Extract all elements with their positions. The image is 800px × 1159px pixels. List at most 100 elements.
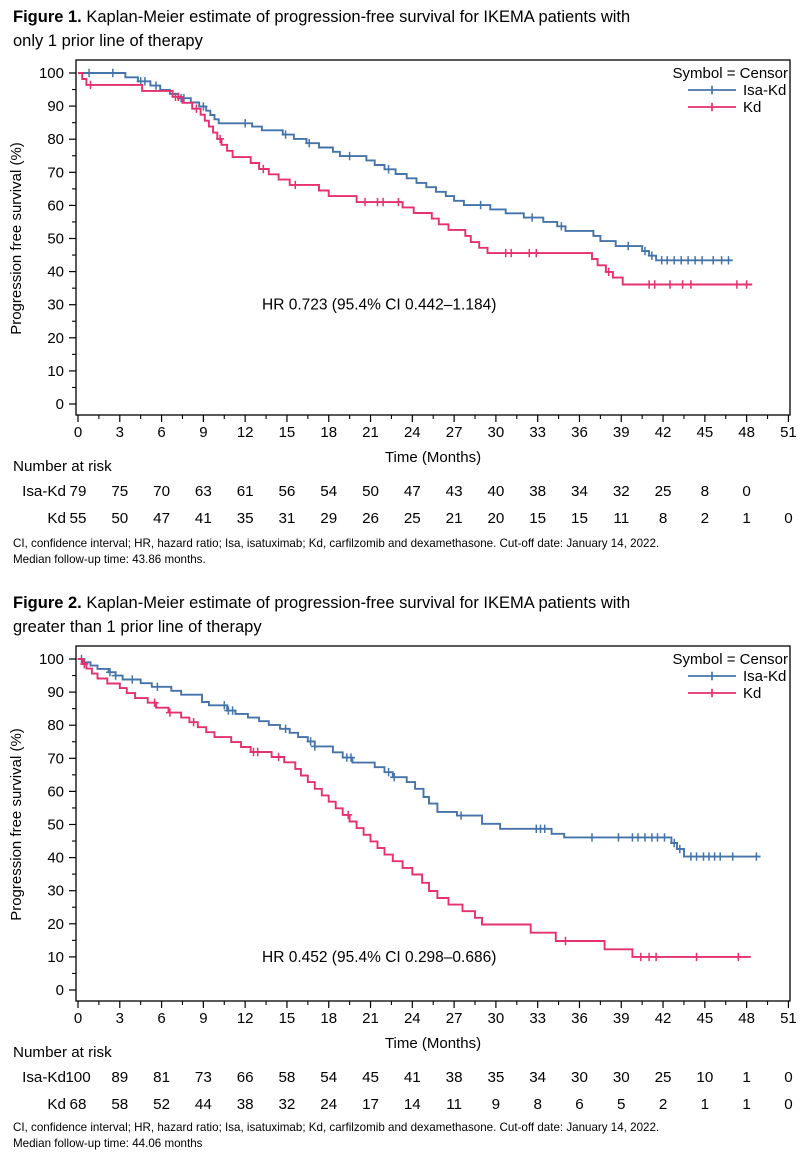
censor-plus-icon — [241, 119, 250, 128]
censor-plus-icon — [140, 77, 149, 86]
risk-value: 2 — [659, 1096, 667, 1113]
censor-plus-icon — [734, 952, 743, 962]
figure-2-title-prefix: Figure 2. — [13, 594, 82, 612]
risk-value: 43 — [446, 483, 463, 500]
risk-value: 47 — [153, 510, 170, 527]
number-at-risk-label: Number at risk — [13, 1044, 112, 1061]
x-tick-label: 42 — [655, 1010, 672, 1027]
censor-plus-icon — [128, 675, 137, 684]
risk-value: 38 — [529, 483, 546, 500]
censor-plus-icon — [153, 682, 162, 691]
y-axis-title: Progression free survival (%) — [8, 728, 25, 921]
figure-1-title: Figure 1. Kaplan-Meier estimate of progr… — [13, 6, 773, 54]
censor-plus-icon — [653, 833, 662, 842]
risk-value: 44 — [195, 1096, 212, 1113]
x-tick-label: 3 — [116, 424, 124, 441]
legend-label-kd: Kd — [743, 685, 761, 702]
y-tick-label: 90 — [47, 98, 64, 115]
censor-plus-icon — [557, 222, 566, 231]
y-tick-label: 0 — [56, 396, 64, 413]
censor-plus-icon — [291, 180, 300, 190]
censor-plus-icon — [306, 737, 315, 746]
censor-plus-icon — [666, 280, 674, 289]
censor-plus-icon — [274, 752, 283, 762]
risk-value: 2 — [701, 510, 709, 527]
legend-label-isa-kd: Isa-Kd — [743, 82, 786, 99]
x-tick-label: 36 — [571, 1010, 588, 1027]
y-tick-label: 70 — [47, 164, 64, 181]
risk-value: 30 — [571, 1069, 588, 1086]
risk-value: 10 — [696, 1069, 713, 1086]
x-tick-label: 30 — [488, 424, 505, 441]
censor-plus-icon — [652, 952, 661, 962]
figure-1-footnote-line2: Median follow-up time: 43.86 months. — [13, 553, 206, 567]
censor-plus-icon — [709, 256, 718, 265]
risk-value: 68 — [70, 1096, 87, 1113]
risk-value: 17 — [362, 1096, 379, 1113]
risk-row-label-isa-kd: Isa-Kd — [22, 1069, 66, 1086]
y-tick-label: 30 — [47, 297, 64, 314]
censor-plus-icon — [717, 256, 726, 265]
risk-value: 81 — [153, 1069, 170, 1086]
risk-value: 8 — [533, 1096, 541, 1113]
censor-plus-icon — [179, 94, 188, 103]
figure-1-footnote: CI, confidence interval; HR, hazard rati… — [13, 536, 795, 568]
censor-plus-icon — [540, 824, 549, 833]
risk-value: 63 — [195, 483, 212, 500]
risk-value: 35 — [487, 1069, 504, 1086]
risk-value: 1 — [742, 1069, 750, 1086]
censor-plus-icon — [641, 246, 649, 256]
censor-plus-icon — [228, 706, 237, 715]
risk-row-label-isa-kd: Isa-Kd — [22, 483, 66, 500]
x-tick-label: 42 — [655, 424, 672, 441]
censor-plus-icon — [259, 164, 268, 174]
x-tick-label: 15 — [279, 1010, 296, 1027]
y-tick-label: 60 — [47, 783, 64, 800]
risk-value: 9 — [492, 1096, 500, 1113]
x-tick-label: 21 — [362, 424, 379, 441]
x-tick-label: 0 — [74, 1010, 82, 1027]
censor-plus-icon — [85, 68, 94, 78]
censor-plus-icon — [394, 197, 403, 207]
risk-value: 52 — [153, 1096, 170, 1113]
censor-plus-icon — [281, 130, 290, 139]
censor-plus-icon — [660, 833, 669, 842]
risk-value: 24 — [320, 1096, 337, 1113]
censor-plus-icon — [636, 952, 645, 962]
censor-plus-icon — [189, 718, 198, 727]
censor-plus-icon — [150, 698, 159, 707]
risk-value: 75 — [111, 483, 128, 500]
legend-label-kd: Kd — [743, 99, 761, 116]
censor-plus-icon — [686, 280, 695, 289]
risk-value: 1 — [742, 510, 750, 527]
y-tick-label: 100 — [39, 651, 64, 668]
censor-plus-icon — [670, 256, 679, 265]
censor-plus-icon — [614, 833, 623, 842]
risk-value: 38 — [237, 1096, 254, 1113]
y-tick-label: 50 — [47, 817, 64, 834]
y-tick-label: 80 — [47, 131, 64, 148]
censor-plus-icon — [650, 280, 659, 289]
censor-plus-icon — [692, 852, 701, 861]
risk-value: 61 — [237, 483, 254, 500]
figure-1-title-prefix: Figure 1. — [13, 8, 82, 26]
censor-plus-icon — [476, 200, 485, 210]
x-tick-label: 24 — [404, 424, 421, 441]
x-tick-label: 6 — [157, 1010, 165, 1027]
y-tick-label: 100 — [39, 65, 64, 82]
risk-value: 5 — [617, 1096, 625, 1113]
risk-value: 20 — [487, 510, 504, 527]
x-tick-label: 51 — [780, 424, 797, 441]
legend-marker-kd-icon — [688, 102, 736, 112]
legend-title: Symbol = Censor — [673, 65, 788, 82]
risk-row-label-kd: Kd — [47, 510, 66, 527]
censor-plus-icon — [663, 256, 672, 265]
risk-value: 47 — [404, 483, 421, 500]
x-tick-label: 39 — [613, 424, 630, 441]
censor-plus-icon — [634, 833, 642, 842]
risk-value: 0 — [742, 483, 750, 500]
censor-plus-icon — [220, 701, 229, 710]
risk-value: 50 — [111, 510, 128, 527]
